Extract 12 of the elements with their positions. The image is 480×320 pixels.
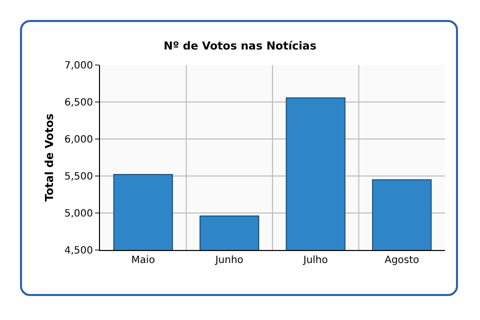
y-tick-label: 5,500 <box>64 172 93 182</box>
chart-title: Nº de Votos nas Notícias <box>164 39 317 52</box>
x-tick-label: Maio <box>131 255 155 266</box>
y-tick-label: 5,000 <box>64 208 93 220</box>
y-axis-title: Total de Votos <box>43 113 56 202</box>
y-tick-label: 6,500 <box>64 98 93 108</box>
x-tick-label: Agosto <box>384 255 420 266</box>
x-tick-label: Julho <box>302 255 328 266</box>
y-tick-label: 7,000 <box>64 60 93 72</box>
y-tick-label: 6,000 <box>64 134 93 146</box>
x-tick-label: Junho <box>214 255 244 266</box>
y-tick-label: 4,500 <box>64 246 93 256</box>
